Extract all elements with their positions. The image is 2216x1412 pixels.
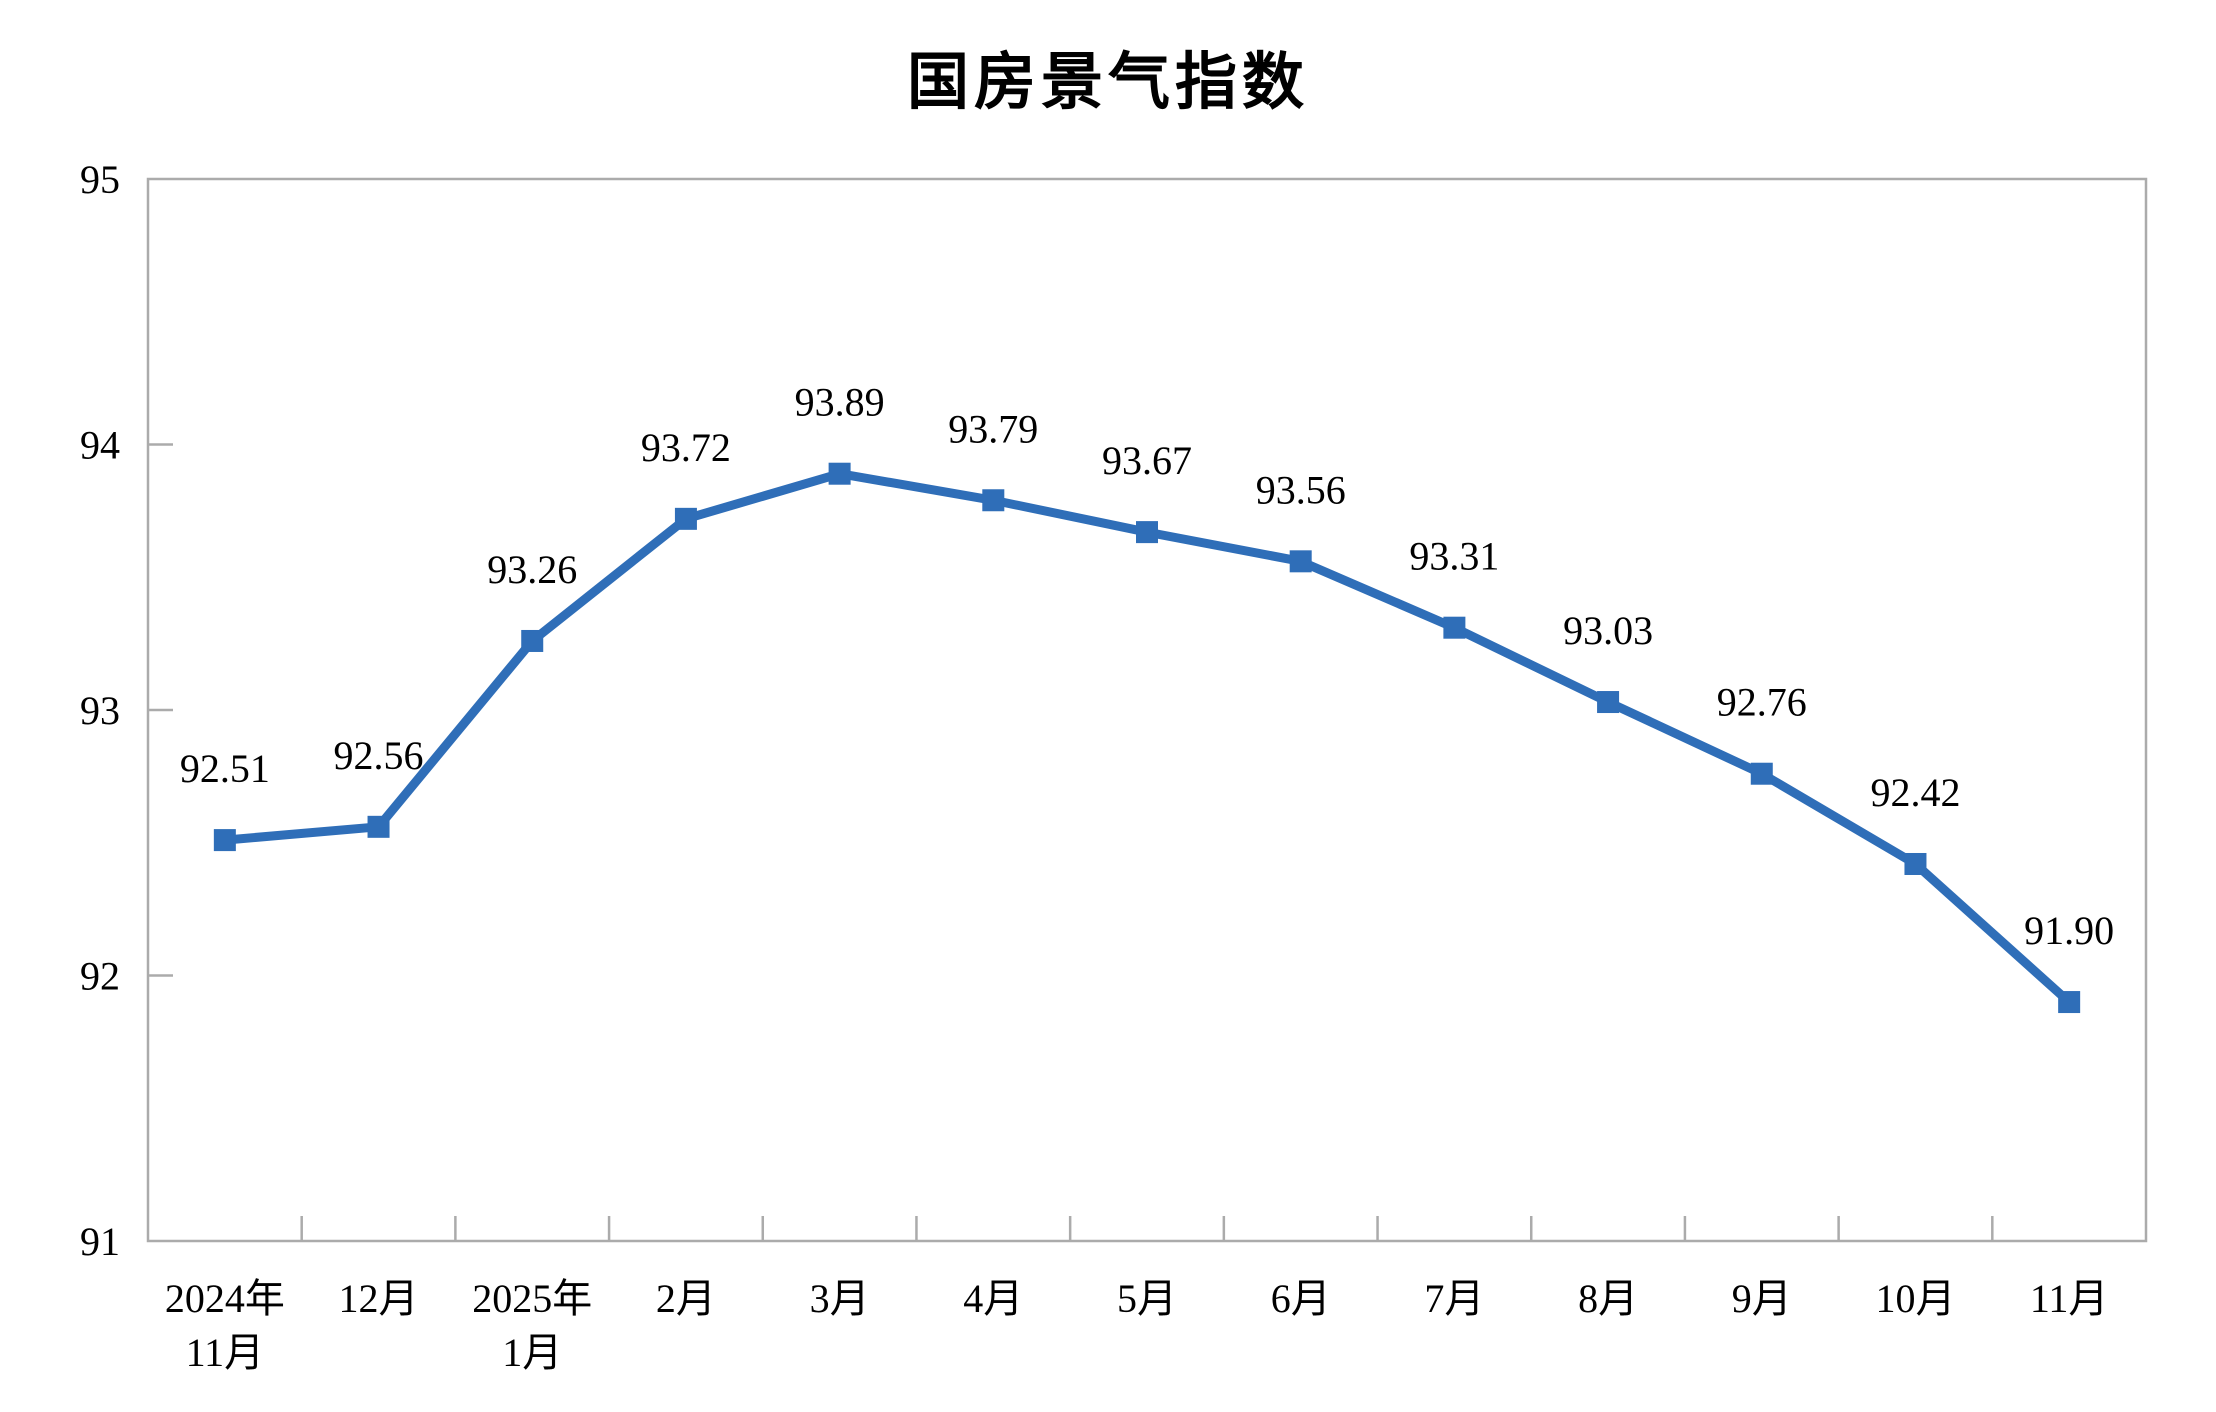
x-axis-label: 3月 [810, 1276, 870, 1321]
data-point-marker [2058, 991, 2081, 1014]
x-axis-label: 5月 [1117, 1276, 1177, 1321]
data-label: 93.72 [641, 425, 731, 470]
data-point-marker [1443, 616, 1466, 639]
x-axis-label: 4月 [963, 1276, 1023, 1321]
data-label: 92.51 [180, 746, 270, 791]
x-axis-label: 1月 [502, 1330, 562, 1375]
data-point-marker [367, 815, 390, 838]
y-axis-label: 91 [80, 1219, 120, 1264]
x-axis-label: 8月 [1578, 1276, 1638, 1321]
plot-border [146, 177, 2148, 1243]
x-axis-label: 12月 [339, 1276, 419, 1321]
data-label: 91.90 [2024, 908, 2114, 953]
y-axis-label: 94 [80, 423, 120, 468]
data-label: 93.79 [948, 406, 1038, 451]
x-axis-label: 11月 [186, 1330, 265, 1375]
chart-title: 国房景气指数 [906, 48, 1309, 117]
data-point-marker [213, 829, 236, 852]
x-axis-label: 2月 [656, 1276, 716, 1321]
x-axis-label: 2024年 [165, 1276, 285, 1321]
x-axis-label: 6月 [1271, 1276, 1331, 1321]
x-axis-label: 11月 [2030, 1276, 2109, 1321]
data-label: 93.31 [1409, 534, 1499, 579]
y-axis-label: 93 [80, 688, 120, 733]
y-axis-label: 92 [80, 954, 120, 999]
data-label: 93.89 [795, 380, 885, 425]
x-axis-label: 9月 [1732, 1276, 1792, 1321]
data-label: 93.56 [1256, 467, 1346, 512]
data-label: 92.56 [334, 733, 424, 778]
data-label: 93.67 [1102, 438, 1192, 483]
data-point-marker [674, 507, 697, 530]
data-label: 93.26 [487, 547, 577, 592]
data-label: 92.42 [1870, 770, 1960, 815]
data-point-marker [1904, 852, 1927, 875]
data-label: 93.03 [1563, 608, 1653, 653]
x-axis-label: 10月 [1875, 1276, 1955, 1321]
x-axis-label: 2025年 [472, 1276, 592, 1321]
data-point-marker [1289, 550, 1312, 573]
data-point-marker [1597, 691, 1620, 714]
data-point-marker [1750, 762, 1773, 785]
data-point-marker [828, 462, 851, 485]
y-axis-label: 95 [80, 157, 120, 202]
data-label: 92.76 [1717, 680, 1807, 725]
x-axis-label: 7月 [1424, 1276, 1484, 1321]
data-point-marker [982, 489, 1005, 512]
data-point-marker [1136, 521, 1158, 544]
data-point-marker [521, 629, 544, 652]
